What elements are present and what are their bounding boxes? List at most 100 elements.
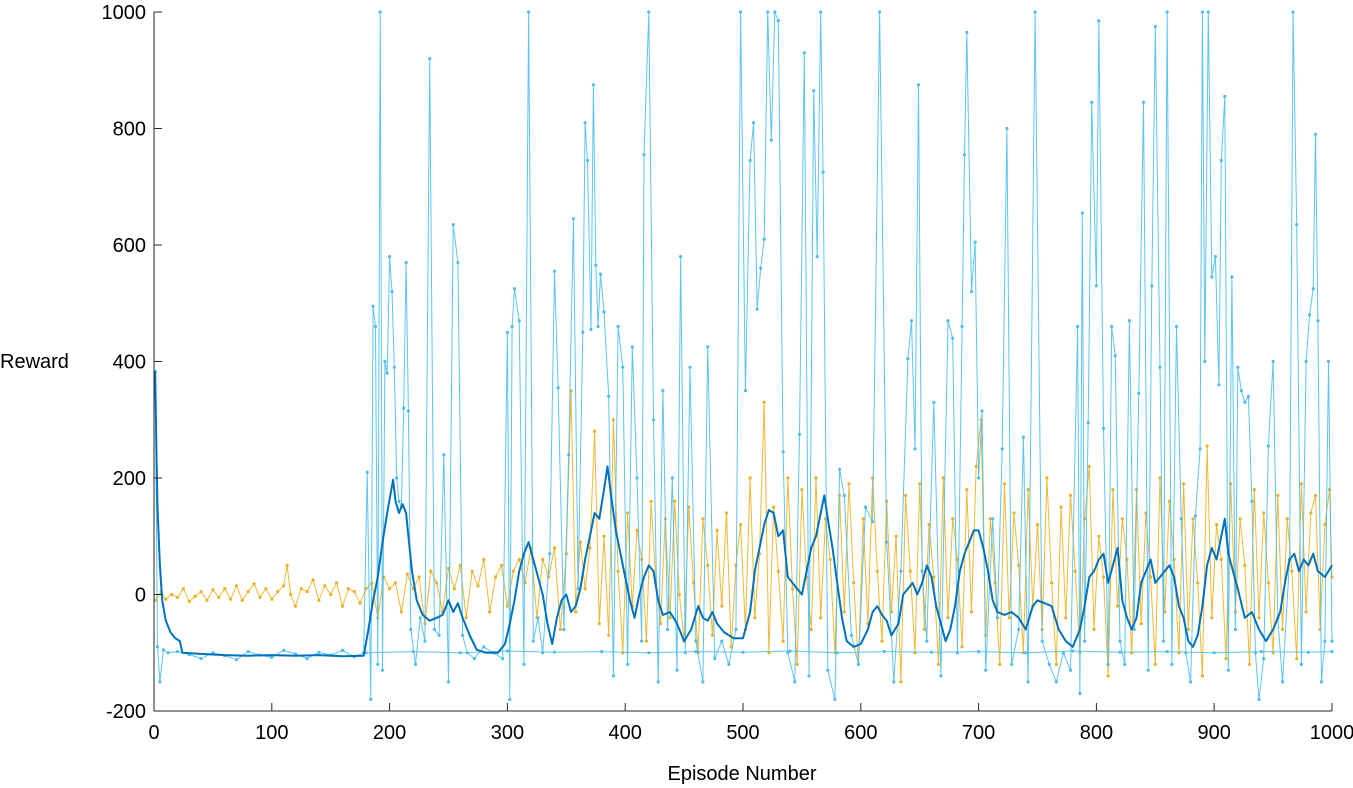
data-point-episode_reward	[666, 627, 670, 632]
data-point-episode_reward	[762, 237, 766, 241]
data-point-episode_q0	[1215, 523, 1219, 527]
data-point-episode_reward	[317, 650, 321, 654]
data-point-episode_reward	[1080, 211, 1084, 215]
data-point-episode_reward	[418, 616, 422, 620]
data-point-episode_reward	[432, 627, 436, 632]
data-point-episode_reward	[1239, 389, 1243, 393]
data-point-episode_q0	[880, 639, 884, 643]
data-point-episode_reward	[1017, 627, 1021, 632]
data-point-episode_reward	[706, 345, 710, 349]
data-point-episode_reward	[1113, 354, 1117, 358]
data-point-episode_q0	[482, 557, 486, 562]
data-point-episode_reward	[1308, 313, 1312, 317]
data-point-episode_reward	[1005, 126, 1009, 131]
data-point-episode_q0	[252, 582, 256, 586]
data-point-episode_reward	[576, 587, 580, 591]
data-point-episode_reward	[1326, 359, 1331, 364]
data-point-episode_reward	[946, 319, 950, 323]
data-point-episode_q0	[552, 546, 557, 550]
data-point-episode_reward	[402, 406, 406, 410]
data-point-episode_reward	[752, 121, 756, 125]
data-point-episode_reward	[176, 650, 180, 654]
data-point-episode_q0	[541, 557, 545, 562]
data-point-episode_reward	[1150, 284, 1154, 288]
data-point-episode_reward	[602, 310, 606, 314]
data-point-episode_reward	[656, 680, 660, 684]
data-point-episode_q0	[211, 588, 215, 592]
data-point-episode_reward	[1101, 426, 1106, 431]
data-point-episode_reward	[815, 255, 819, 259]
data-point-episode_reward	[1198, 447, 1202, 451]
data-point-episode_reward	[1010, 662, 1014, 667]
data-point-episode_reward	[980, 409, 984, 413]
data-point-episode_reward	[842, 493, 846, 498]
data-point-episode_reward	[423, 639, 427, 643]
data-point-episode_reward	[748, 158, 752, 163]
data-point-episode_reward	[776, 19, 780, 23]
data-point-episode_reward	[670, 476, 674, 480]
data-point-episode_reward	[596, 324, 600, 329]
data-point-episode_reward_baseline	[1071, 649, 1075, 653]
data-point-episode_q0	[193, 594, 197, 598]
data-point-episode_reward	[871, 520, 875, 524]
data-point-episode_reward	[1271, 359, 1275, 364]
data-point-episode_q0	[1257, 616, 1261, 620]
data-point-episode_reward_baseline	[1118, 650, 1122, 654]
data-point-episode_q0	[223, 587, 227, 591]
data-point-episode_q0	[217, 595, 221, 600]
y-tick-label: 600	[113, 235, 146, 257]
data-point-episode_q0	[335, 581, 339, 585]
data-point-episode_reward	[482, 645, 486, 649]
data-point-episode_reward	[1146, 668, 1150, 672]
data-point-episode_reward	[583, 121, 587, 125]
data-point-episode_reward	[234, 658, 239, 662]
x-tick-label: 300	[491, 722, 524, 744]
data-point-episode_q0	[399, 610, 403, 614]
data-point-episode_reward	[973, 240, 977, 244]
data-point-episode_reward	[739, 10, 743, 14]
data-point-episode_reward	[965, 30, 969, 34]
data-point-episode_q0	[762, 400, 766, 404]
data-point-episode_reward	[161, 648, 165, 652]
data-point-episode_q0	[176, 595, 180, 600]
data-point-episode_reward	[1291, 10, 1295, 14]
data-point-episode_q0	[1262, 511, 1266, 515]
data-point-episode_q0	[904, 493, 908, 498]
x-tick-label: 800	[1080, 722, 1113, 744]
data-point-episode_q0	[1252, 488, 1256, 492]
x-ticks: 0 100 200 300 400 500 600 700 800 900 1000	[148, 703, 1353, 744]
data-point-episode_q0	[583, 587, 587, 591]
data-point-episode_reward	[1193, 514, 1197, 518]
data-point-episode_reward	[451, 223, 455, 227]
data-point-episode_q0	[276, 590, 280, 594]
data-point-episode_reward	[1132, 627, 1136, 632]
data-point-episode_reward	[531, 639, 535, 643]
data-point-episode_reward	[409, 627, 413, 632]
data-point-episode_reward	[1068, 668, 1073, 672]
data-point-episode_q0	[932, 575, 936, 579]
data-point-episode_q0	[1073, 569, 1077, 573]
data-point-episode_reward	[395, 476, 399, 480]
data-point-episode_reward	[713, 657, 717, 661]
data-point-episode_reward	[1026, 680, 1030, 684]
data-point-episode_q0	[352, 590, 356, 594]
data-point-episode_q0	[1200, 674, 1204, 678]
data-point-episode_q0	[1280, 627, 1285, 632]
data-point-episode_reward_baseline	[505, 649, 509, 653]
data-point-episode_q0	[458, 563, 462, 568]
data-point-episode_q0	[795, 662, 799, 667]
data-point-episode_reward	[701, 680, 705, 684]
data-point-episode_reward	[472, 657, 476, 661]
data-point-episode_reward	[536, 616, 540, 620]
data-point-episode_reward	[1110, 324, 1114, 329]
data-point-episode_reward	[1000, 447, 1004, 451]
data-point-episode_reward	[1311, 287, 1315, 291]
data-point-episode_reward	[906, 357, 910, 361]
data-point-episode_q0	[1182, 482, 1186, 486]
data-point-episode_q0	[1007, 616, 1011, 620]
data-point-episode_q0	[710, 633, 715, 637]
data-point-episode_reward	[916, 83, 921, 87]
data-point-episode_q0	[946, 616, 950, 620]
data-point-episode_reward	[340, 648, 345, 653]
data-point-episode_q0	[1309, 511, 1313, 515]
